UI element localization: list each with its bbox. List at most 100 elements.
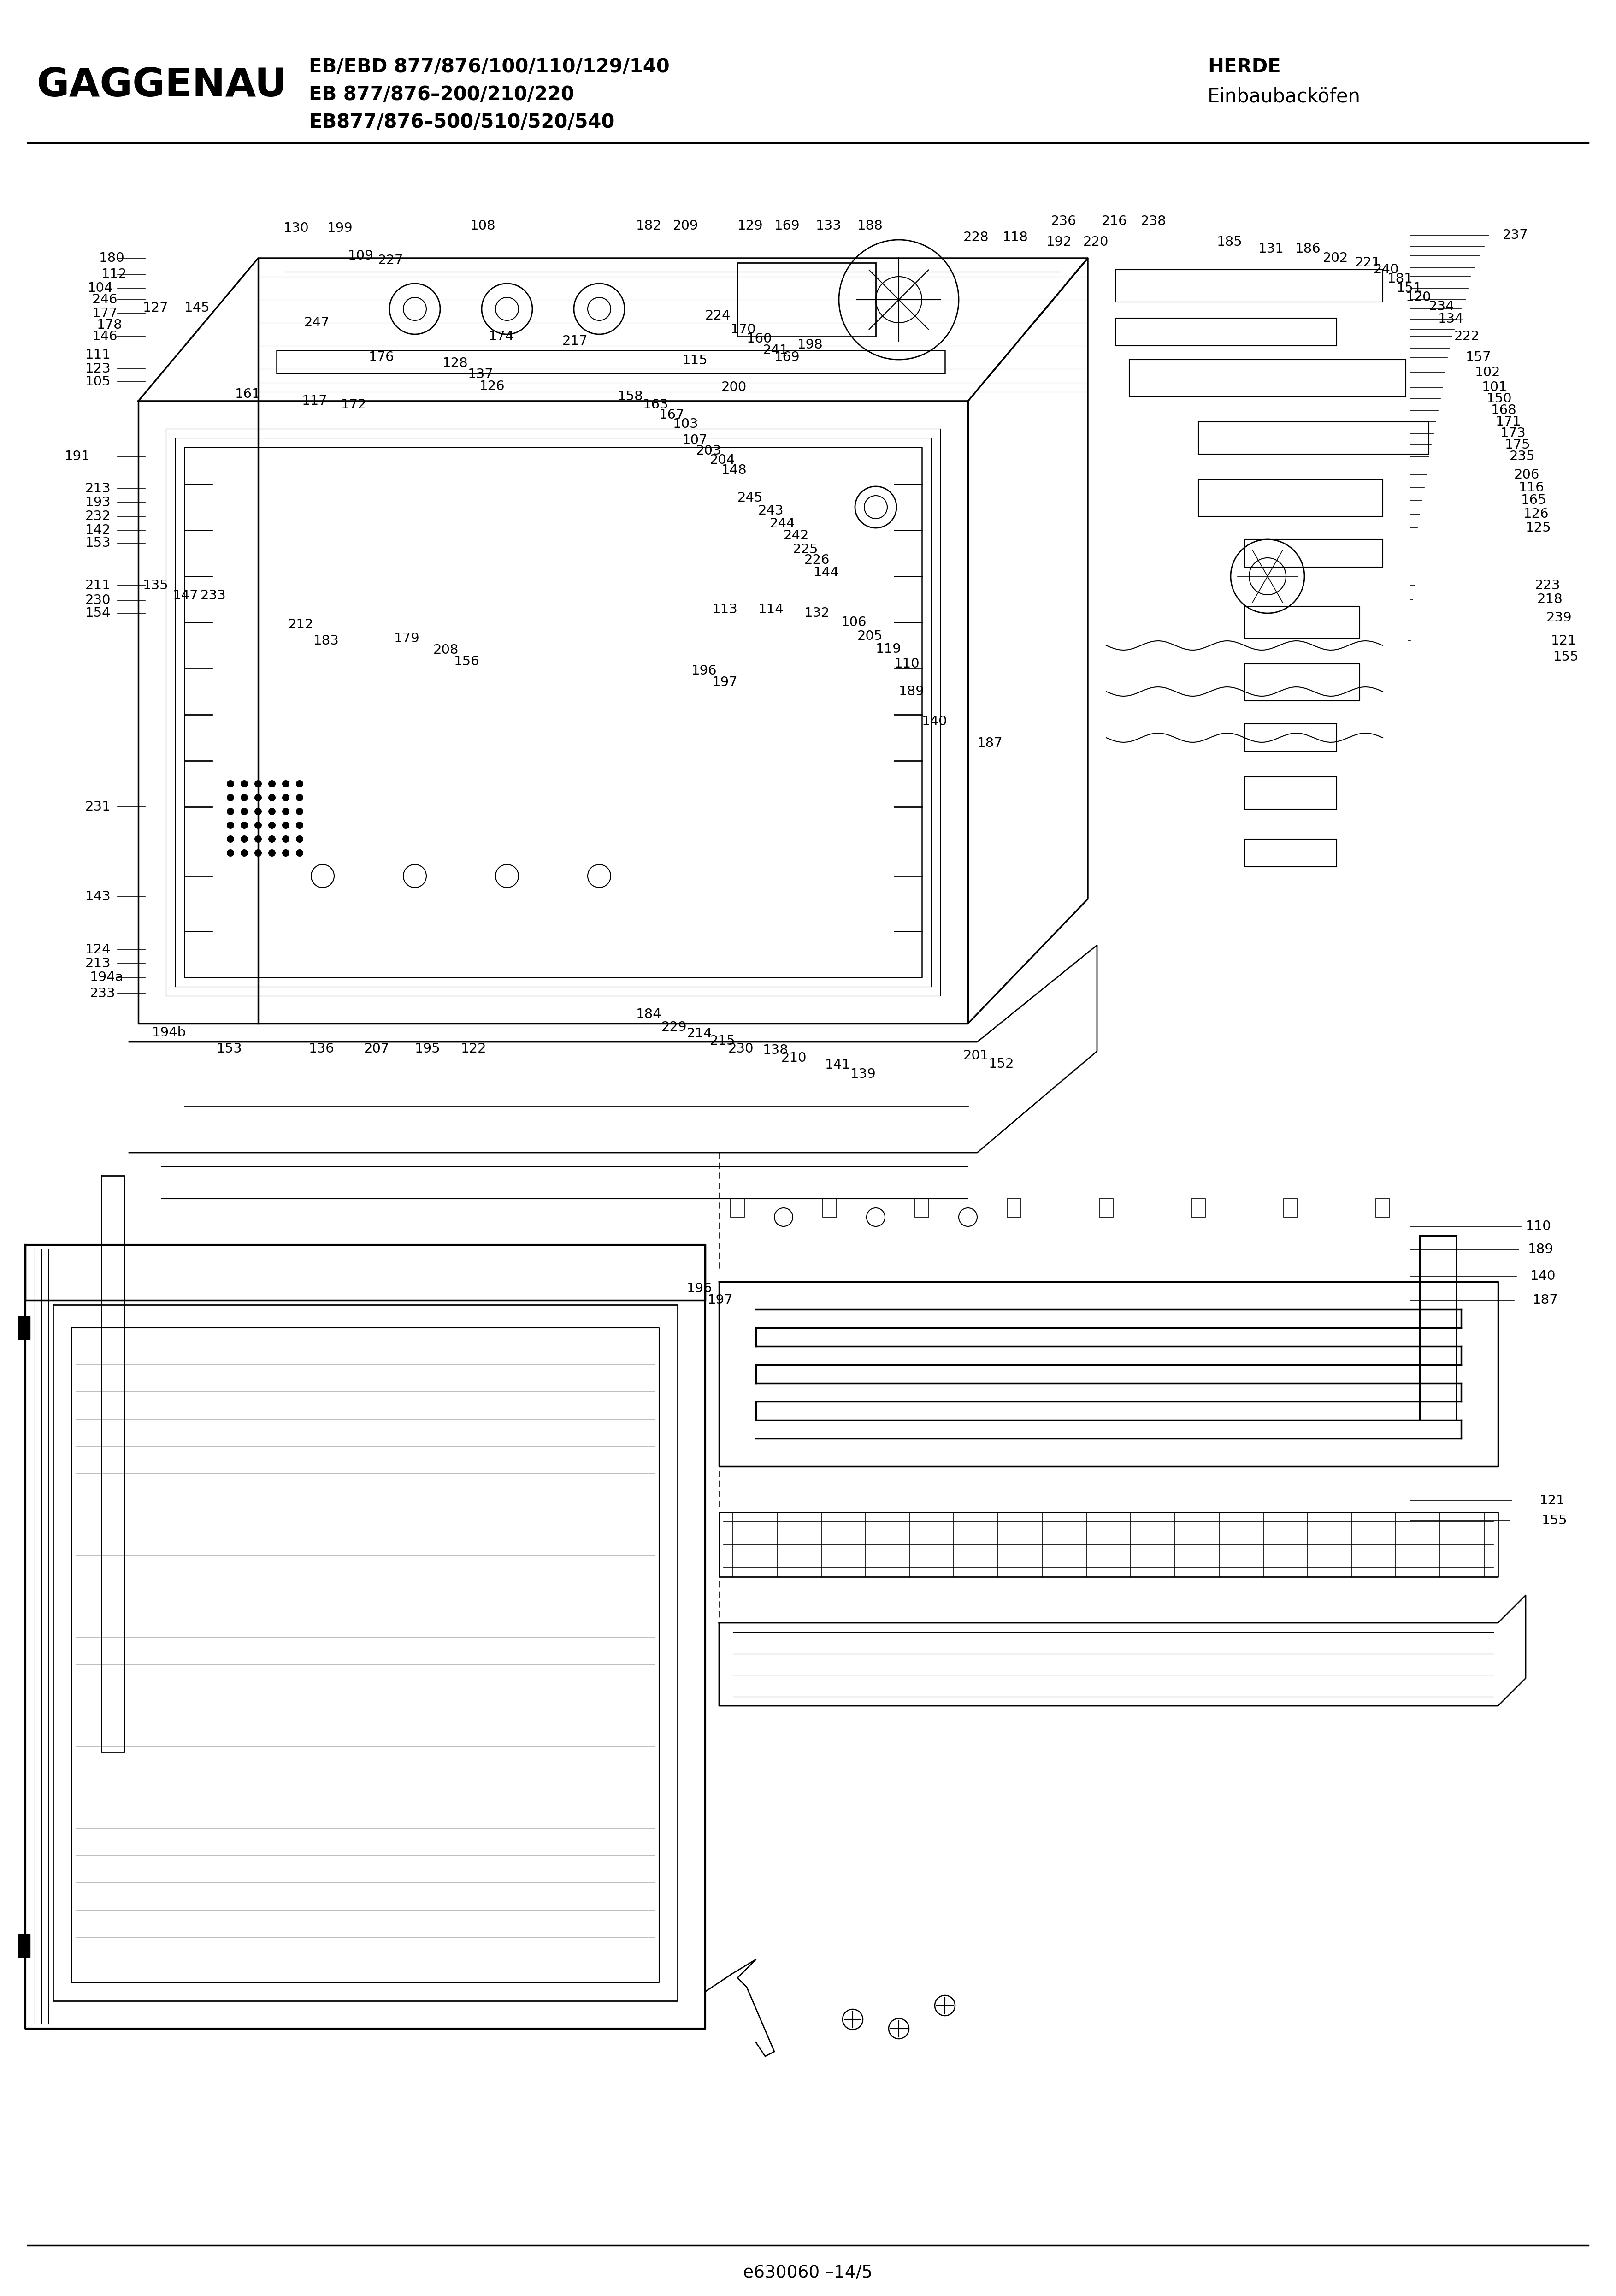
- Bar: [1115, 269, 1383, 303]
- Text: 156: 156: [454, 654, 480, 668]
- Text: 126: 126: [480, 379, 504, 393]
- Text: 145: 145: [184, 301, 210, 315]
- Text: 216: 216: [1102, 216, 1128, 227]
- Text: 173: 173: [1500, 427, 1526, 441]
- Text: 198: 198: [797, 338, 823, 351]
- Circle shape: [296, 850, 304, 856]
- Text: 106: 106: [842, 615, 866, 629]
- Text: 148: 148: [721, 464, 747, 478]
- Text: 220: 220: [1083, 236, 1109, 248]
- Circle shape: [268, 794, 276, 801]
- Text: 227: 227: [378, 255, 404, 266]
- Bar: [1419, 1235, 1456, 1419]
- Text: 245: 245: [737, 491, 763, 505]
- Text: 189: 189: [898, 684, 924, 698]
- Text: 210: 210: [781, 1052, 806, 1065]
- Text: 122: 122: [461, 1042, 486, 1056]
- Text: 185: 185: [1217, 236, 1243, 248]
- Text: 196: 196: [687, 1281, 713, 1295]
- Text: 209: 209: [672, 220, 698, 232]
- Text: 215: 215: [709, 1035, 735, 1047]
- Text: 124: 124: [86, 944, 112, 955]
- Text: 214: 214: [687, 1026, 713, 1040]
- Text: 142: 142: [86, 523, 112, 537]
- Text: 144: 144: [813, 567, 839, 579]
- Text: 223: 223: [1535, 579, 1561, 592]
- Circle shape: [241, 850, 247, 856]
- Text: 127: 127: [142, 301, 168, 315]
- Text: 201: 201: [963, 1049, 989, 1063]
- Text: 183: 183: [314, 634, 339, 647]
- Text: 121: 121: [1540, 1495, 1566, 1506]
- Text: 137: 137: [469, 367, 493, 381]
- Bar: [1199, 480, 1383, 517]
- Bar: [1283, 1199, 1298, 1217]
- Text: 153: 153: [217, 1042, 242, 1056]
- Text: 194a: 194a: [90, 971, 124, 985]
- Text: 171: 171: [1496, 416, 1521, 429]
- Text: 231: 231: [86, 801, 112, 813]
- Text: 232: 232: [86, 510, 112, 523]
- Text: 103: 103: [672, 418, 698, 432]
- Text: EB877/876–500/510/520/540: EB877/876–500/510/520/540: [309, 113, 614, 131]
- Text: 123: 123: [86, 363, 112, 374]
- Text: 197: 197: [713, 675, 739, 689]
- Text: 204: 204: [709, 455, 735, 466]
- Text: 187: 187: [1532, 1293, 1558, 1306]
- Text: 161: 161: [234, 388, 260, 400]
- Circle shape: [283, 794, 289, 801]
- Text: 169: 169: [774, 220, 800, 232]
- Circle shape: [268, 836, 276, 843]
- Circle shape: [241, 794, 247, 801]
- Text: 236: 236: [1050, 216, 1076, 227]
- Text: GAGGENAU: GAGGENAU: [37, 67, 288, 103]
- Text: 118: 118: [1002, 232, 1028, 243]
- Text: 132: 132: [805, 606, 831, 620]
- Text: 195: 195: [415, 1042, 441, 1056]
- Text: 147: 147: [173, 590, 199, 602]
- Text: 146: 146: [92, 331, 118, 342]
- Text: 101: 101: [1482, 381, 1508, 393]
- Text: 121: 121: [1551, 634, 1577, 647]
- Text: 203: 203: [696, 445, 722, 457]
- Text: 141: 141: [826, 1058, 850, 1072]
- Text: 246: 246: [92, 294, 118, 305]
- Text: 113: 113: [713, 604, 739, 615]
- Text: 117: 117: [302, 395, 328, 409]
- Circle shape: [226, 808, 234, 815]
- Bar: [18, 1933, 31, 1956]
- Text: 131: 131: [1259, 243, 1285, 255]
- Text: 226: 226: [805, 553, 831, 567]
- Text: 176: 176: [368, 351, 394, 363]
- Text: 170: 170: [730, 324, 756, 335]
- Text: 200: 200: [721, 381, 747, 393]
- Circle shape: [241, 836, 247, 843]
- Circle shape: [226, 850, 234, 856]
- Bar: [1199, 422, 1429, 455]
- Circle shape: [226, 836, 234, 843]
- Text: 186: 186: [1294, 243, 1320, 255]
- Text: 128: 128: [443, 356, 469, 370]
- Text: 197: 197: [708, 1293, 734, 1306]
- Circle shape: [296, 781, 304, 788]
- Bar: [1244, 540, 1383, 567]
- Circle shape: [226, 781, 234, 788]
- Text: 140: 140: [921, 714, 947, 728]
- Text: 165: 165: [1521, 494, 1547, 507]
- Text: 160: 160: [747, 333, 772, 344]
- Text: 229: 229: [661, 1022, 687, 1033]
- Text: 237: 237: [1503, 230, 1529, 241]
- Bar: [1115, 319, 1336, 347]
- Bar: [1099, 1199, 1113, 1217]
- Bar: [1244, 664, 1359, 700]
- Text: 222: 222: [1454, 331, 1480, 342]
- Text: 228: 228: [963, 232, 989, 243]
- Circle shape: [254, 836, 262, 843]
- Bar: [276, 351, 945, 374]
- Circle shape: [268, 822, 276, 829]
- Text: 104: 104: [87, 282, 113, 294]
- Text: 205: 205: [858, 629, 882, 643]
- Circle shape: [254, 850, 262, 856]
- Text: 112: 112: [102, 269, 128, 280]
- Text: 102: 102: [1475, 365, 1501, 379]
